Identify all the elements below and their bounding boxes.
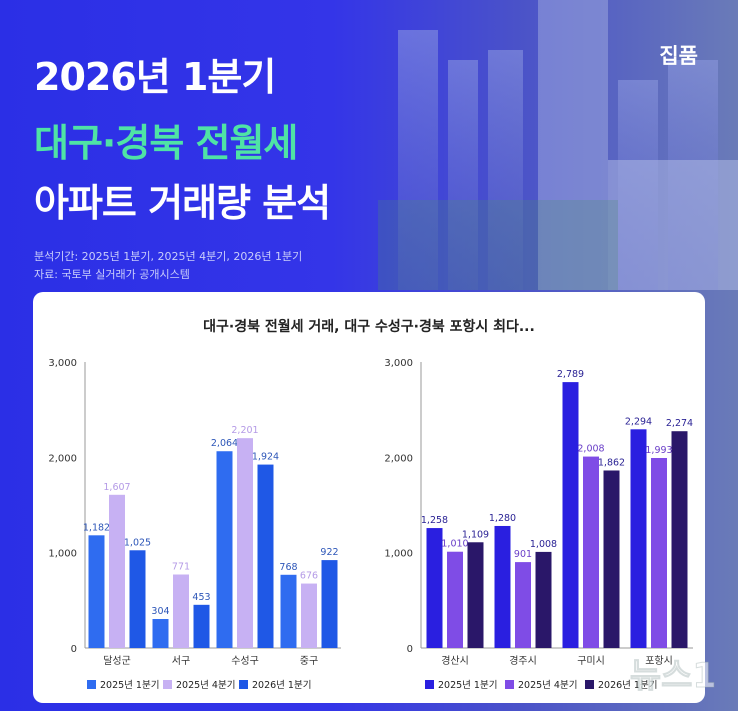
daegu-bar-chart: 0 1,000 2,000 3,000 1,182 1,607 1,025 달성군 304 771… [48, 358, 341, 691]
y-tick-label: 3,000 [48, 358, 77, 369]
bar-value-label: 2,789 [557, 369, 584, 380]
x-tick-label: 서구 [172, 655, 190, 667]
bar-0-0-2 [129, 550, 146, 648]
legend-swatch [239, 680, 248, 689]
legend-label: 2025년 4분기 [518, 680, 577, 691]
bar-0-3-1 [301, 583, 317, 648]
bar-value-label: 676 [300, 571, 318, 582]
x-tick-label: 포항시 [645, 655, 673, 667]
news1-watermark: 뉴스1 [629, 656, 716, 697]
x-tick-label: 경주시 [509, 654, 537, 667]
legend-label: 2025년 1분기 [100, 680, 159, 691]
bar-value-label: 2,201 [231, 425, 258, 436]
y-tick-label: 0 [407, 644, 413, 655]
legend-label: 2025년 1분기 [438, 680, 497, 691]
legend-swatch [425, 680, 434, 689]
bar-value-label: 2,294 [625, 416, 652, 427]
bar-value-label: 304 [151, 606, 169, 617]
bar-value-label: 771 [172, 561, 190, 572]
y-tick-label: 3,000 [384, 358, 413, 369]
x-tick-label: 경산시 [441, 654, 469, 667]
legend-swatch [505, 680, 514, 689]
x-tick-label: 달성군 [103, 655, 131, 667]
bar-value-label: 1,025 [124, 537, 151, 548]
bar-1-1-0 [494, 525, 511, 648]
bar-value-label: 1,010 [441, 539, 468, 550]
bar-1-2-1 [583, 456, 599, 648]
watermark-text: 뉴스1 [630, 656, 716, 696]
bar-value-label: 922 [320, 547, 338, 558]
bar-0-2-2 [257, 464, 274, 648]
bar-0-1-1 [173, 574, 189, 648]
bar-0-2-0 [216, 451, 233, 648]
bar-value-label: 1,008 [530, 539, 557, 550]
bar-value-label: 768 [279, 562, 297, 573]
bar-1-2-2 [603, 470, 620, 648]
legend-swatch [87, 680, 96, 689]
bar-value-label: 1,862 [598, 457, 625, 468]
bar-1-3-1 [651, 458, 667, 648]
bar-value-label: 1,993 [645, 445, 672, 456]
bar-value-label: 1,182 [83, 522, 110, 533]
y-tick-label: 0 [71, 644, 77, 655]
legend-swatch [163, 680, 172, 689]
data-source: 자료: 국토부 실거래가 공개시스템 [34, 268, 190, 281]
title-line-3: 아파트 거래량 분석 [34, 181, 331, 225]
brand-logo: 집품 [659, 44, 698, 68]
legend-label: 2026년 1분기 [598, 680, 657, 691]
chart-card: 대구·경북 전월세 거래, 대구 수성구·경북 포항시 최다... 0 1,000… [33, 292, 705, 703]
x-tick-label: 수성구 [231, 655, 259, 667]
bar-1-3-0 [630, 429, 647, 648]
title-line-2: 대구·경북 전월세 [34, 121, 298, 165]
bar-0-0-1 [109, 494, 125, 648]
bar-value-label: 2,274 [666, 418, 693, 429]
title-line-1: 2026년 1분기 [34, 55, 276, 99]
bar-1-2-0 [562, 382, 579, 648]
legend-label: 2026년 1분기 [252, 680, 311, 691]
bar-1-0-0 [426, 528, 443, 648]
bar-0-1-0 [152, 619, 169, 648]
bar-1-1-1 [515, 562, 531, 648]
bar-0-2-1 [237, 438, 253, 648]
bar-1-1-2 [535, 551, 552, 648]
bar-value-label: 453 [192, 592, 210, 603]
bar-value-label: 1,109 [462, 529, 489, 540]
bar-value-label: 2,008 [577, 444, 604, 455]
legend-swatch [585, 680, 594, 689]
analysis-period: 분석기간: 2025년 1분기, 2025년 4분기, 2026년 1분기 [34, 250, 303, 263]
bar-value-label: 1,607 [103, 482, 130, 493]
y-tick-label: 2,000 [48, 453, 77, 464]
y-tick-label: 1,000 [48, 549, 77, 560]
x-tick-label: 중구 [300, 655, 318, 667]
bar-1-0-2 [467, 542, 484, 648]
bar-value-label: 1,280 [489, 513, 516, 524]
y-tick-label: 2,000 [384, 453, 413, 464]
bar-0-0-0 [88, 535, 105, 648]
legend-label: 2025년 4분기 [176, 680, 235, 691]
bar-0-1-2 [193, 604, 210, 648]
x-tick-label: 구미시 [577, 655, 605, 667]
bar-0-3-2 [321, 560, 338, 648]
bar-value-label: 1,924 [252, 452, 279, 463]
bar-value-label: 2,064 [211, 438, 238, 449]
y-tick-label: 1,000 [384, 549, 413, 560]
bar-1-3-2 [671, 431, 688, 648]
bar-1-0-1 [447, 551, 463, 648]
bar-value-label: 901 [514, 549, 532, 560]
card-title: 대구·경북 전월세 거래, 대구 수성구·경북 포항시 최다... [203, 319, 535, 335]
bar-value-label: 1,258 [421, 515, 448, 526]
bar-0-3-0 [280, 574, 297, 648]
city-skyline-image [378, 0, 738, 290]
